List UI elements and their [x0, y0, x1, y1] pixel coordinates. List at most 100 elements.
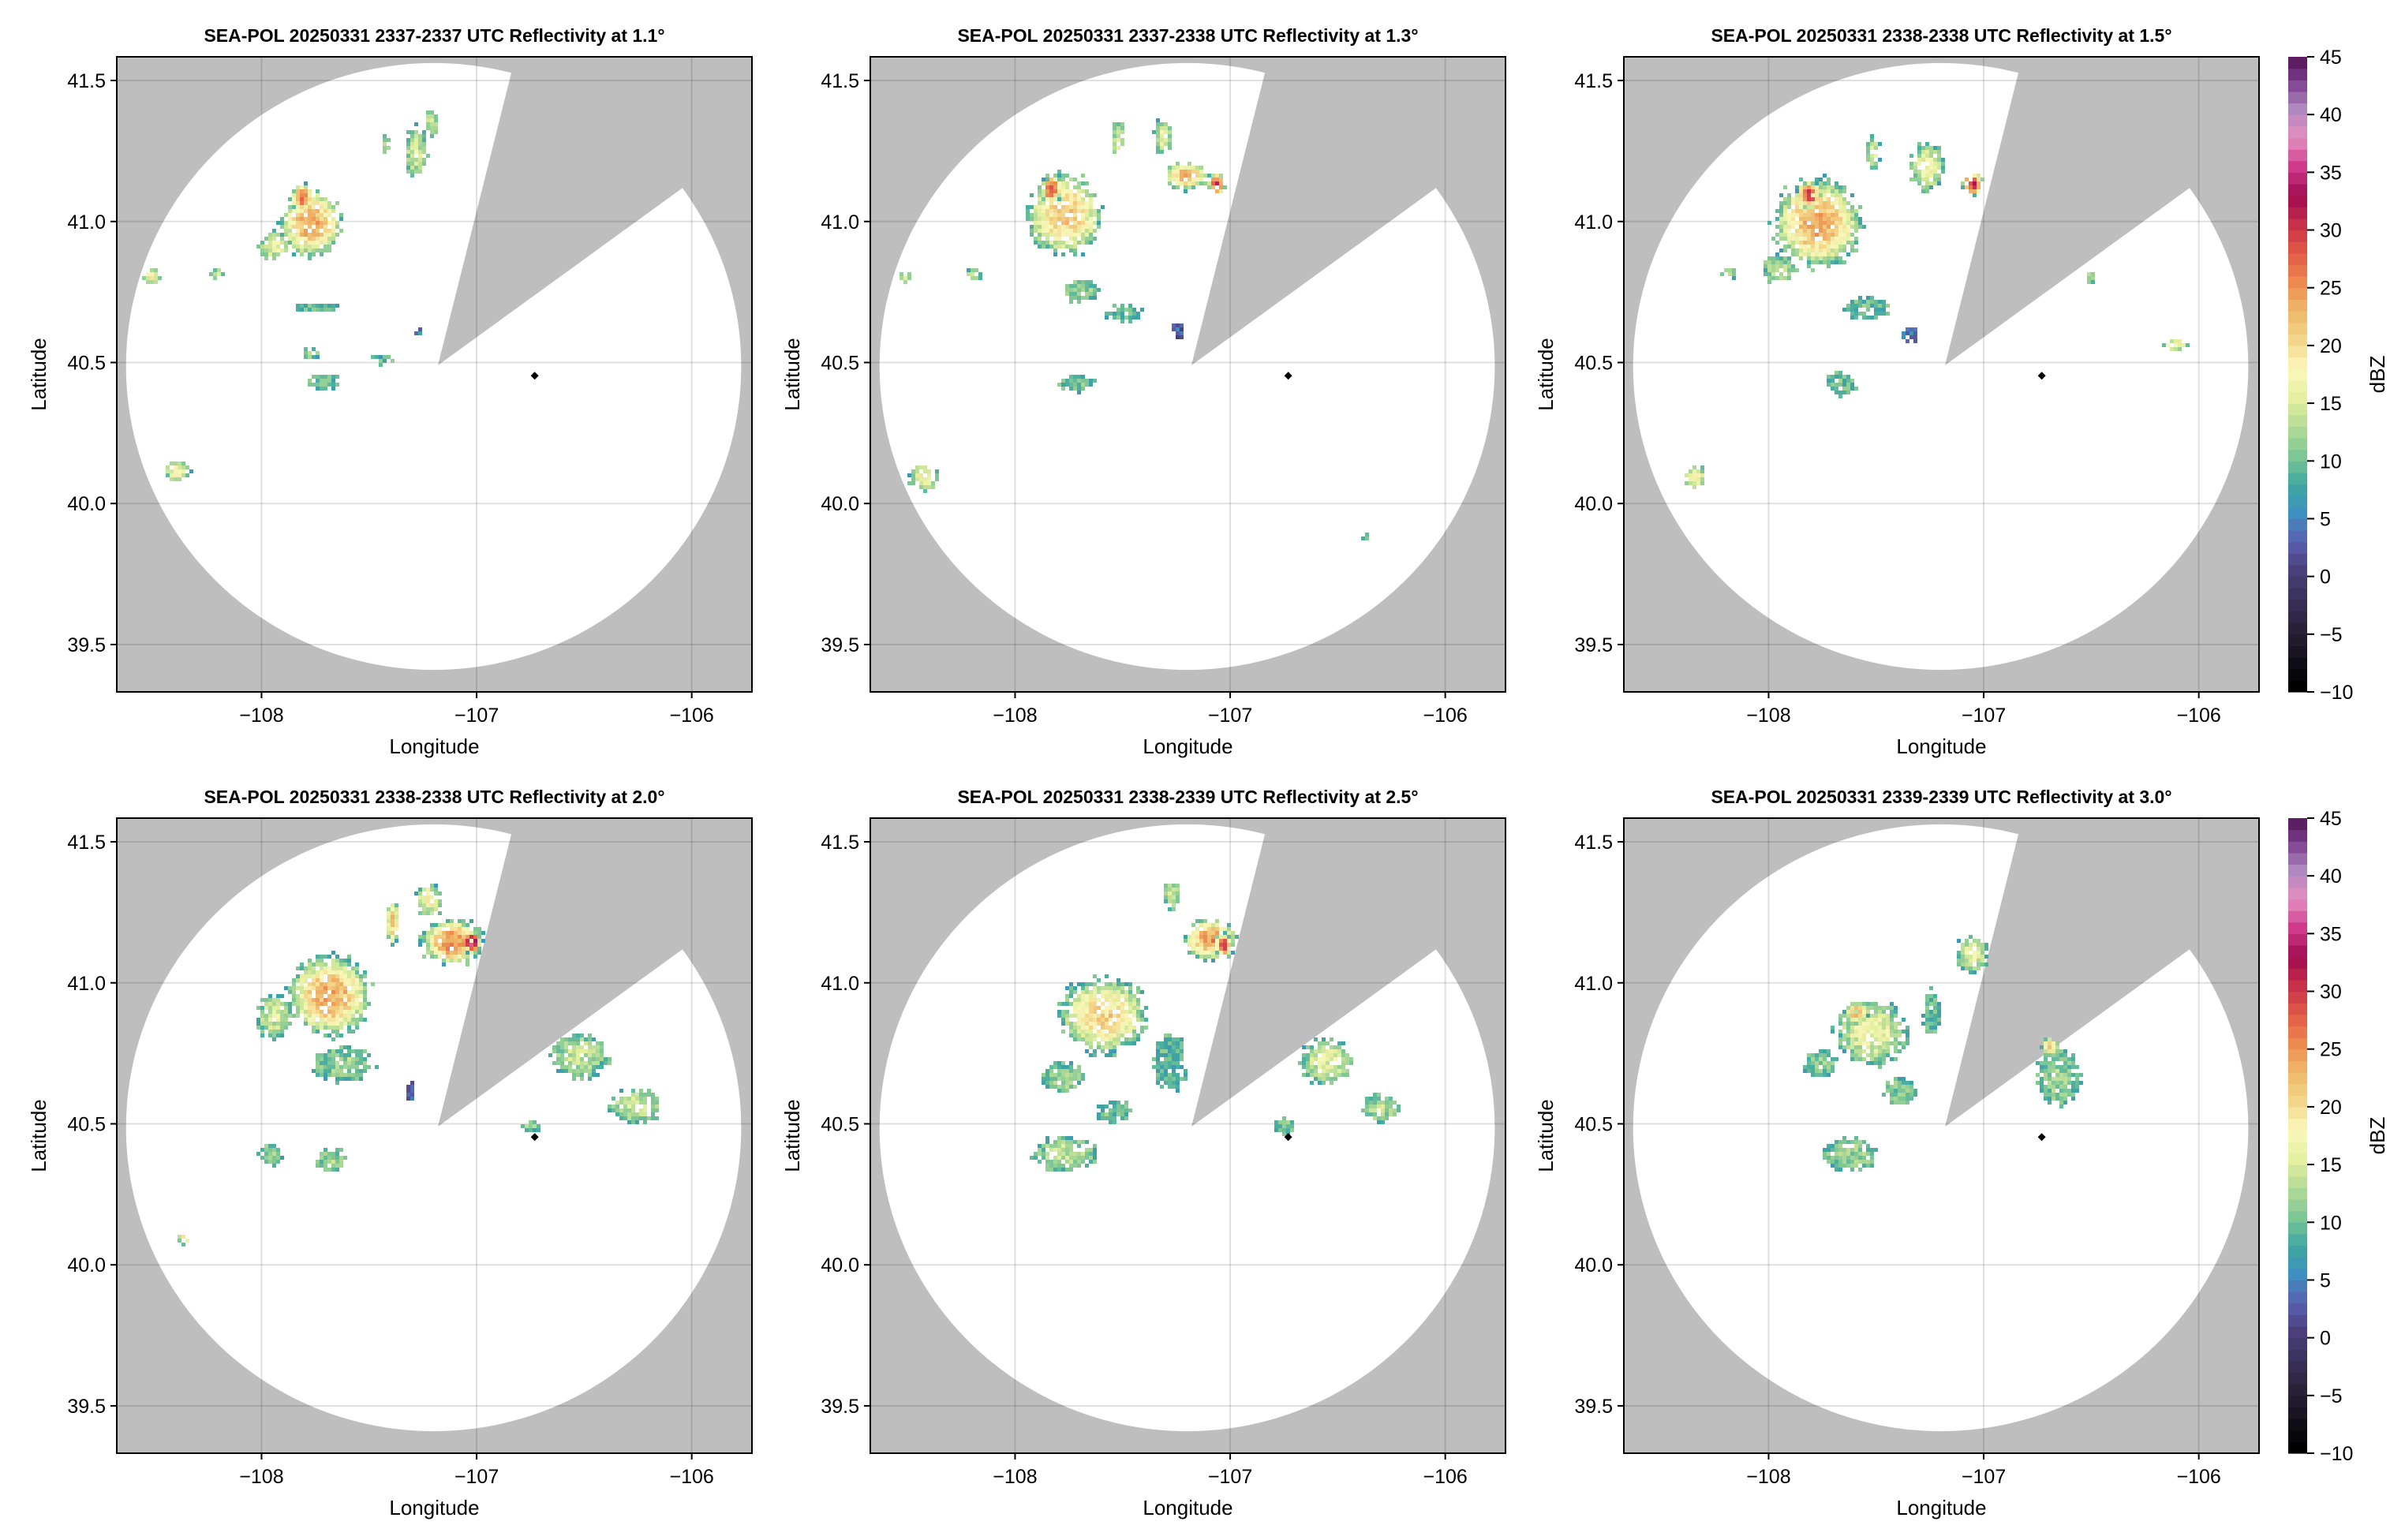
- echo-pixel: [1902, 1089, 1906, 1093]
- echo-pixel: [2044, 1077, 2048, 1081]
- echo-pixel: [339, 1034, 343, 1037]
- echo-pixel: [639, 1108, 643, 1112]
- echo-cell: [2036, 1045, 2083, 1108]
- echo-pixel: [1120, 142, 1124, 146]
- echo-pixel: [1164, 888, 1168, 891]
- echo-pixel: [1124, 1018, 1128, 1022]
- echo-pixel: [339, 1006, 343, 1010]
- echo-pixel: [1850, 1156, 1854, 1160]
- echo-pixel: [1846, 1014, 1850, 1018]
- echo-pixel: [1854, 387, 1858, 391]
- echo-pixel: [1874, 1018, 1878, 1022]
- echo-pixel: [1093, 1152, 1097, 1156]
- echo-cell: [1921, 986, 1941, 1034]
- echo-pixel: [296, 229, 300, 233]
- echo-pixel: [1980, 955, 1984, 959]
- echo-pixel: [1854, 1006, 1858, 1010]
- echo-pixel: [1081, 1002, 1085, 1006]
- echo-pixel: [2063, 1073, 2067, 1077]
- echo-pixel: [1195, 951, 1199, 955]
- echo-pixel: [1069, 986, 1073, 990]
- echo-pixel: [1866, 1014, 1870, 1018]
- echo-pixel: [1057, 1073, 1061, 1077]
- echo-pixel: [1811, 229, 1815, 233]
- echo-pixel: [339, 966, 343, 970]
- echo-pixel: [363, 994, 367, 998]
- echo-pixel: [1191, 951, 1195, 955]
- echo-pixel: [316, 221, 320, 225]
- echo-pixel: [1120, 1041, 1124, 1045]
- echo-pixel: [1101, 1018, 1105, 1022]
- echo-pixel: [1077, 998, 1081, 1002]
- echo-pixel: [1065, 229, 1069, 233]
- echo-pixel: [1211, 955, 1215, 959]
- echo-pixel: [1089, 213, 1093, 217]
- echo-pixel: [1038, 245, 1042, 249]
- echo-pixel: [1073, 387, 1077, 391]
- echo-pixel: [1827, 1156, 1831, 1160]
- echo-pixel: [422, 903, 426, 907]
- echo-pixel: [1097, 1014, 1101, 1018]
- echo-pixel: [174, 465, 178, 469]
- echo-pixel: [1124, 1101, 1128, 1105]
- echo-pixel: [1042, 213, 1045, 217]
- echo-pixel: [1811, 252, 1815, 256]
- echo-pixel: [1042, 1148, 1045, 1152]
- echo-pixel: [1061, 1152, 1065, 1156]
- colorbar-bin: [2288, 622, 2307, 635]
- echo-pixel: [1977, 951, 1980, 955]
- echo-pixel: [1085, 1037, 1089, 1041]
- echo-pixel: [316, 1030, 320, 1034]
- echo-pixel: [1168, 888, 1172, 891]
- echo-pixel: [1381, 1108, 1385, 1112]
- echo-pixel: [395, 911, 398, 915]
- colorbar-bin: [2288, 1337, 2307, 1350]
- echo-pixel: [1188, 162, 1191, 166]
- colorbar-bin: [2288, 887, 2307, 900]
- colorbar-bin: [2288, 334, 2307, 346]
- echo-pixel: [1215, 955, 1219, 959]
- echo-pixel: [1842, 308, 1846, 312]
- echo-pixel: [320, 249, 324, 252]
- echo-pixel: [568, 1065, 572, 1069]
- echo-pixel: [327, 1018, 331, 1022]
- echo-pixel: [1957, 962, 1961, 966]
- echo-pixel: [1341, 1041, 1345, 1045]
- echo-pixel: [623, 1097, 627, 1101]
- echo-pixel: [1038, 1144, 1042, 1148]
- echo-pixel: [1827, 260, 1831, 264]
- echo-pixel: [1803, 217, 1807, 221]
- echo-pixel: [320, 1069, 324, 1073]
- echo-pixel: [1180, 1065, 1184, 1069]
- echo-pixel: [560, 1041, 564, 1045]
- echo-pixel: [1890, 1057, 1894, 1061]
- echo-pixel: [1921, 154, 1925, 158]
- echo-pixel: [1120, 320, 1124, 323]
- colorbar-bin: [2288, 299, 2307, 312]
- echo-pixel: [907, 481, 911, 485]
- echo-pixel: [1819, 229, 1823, 233]
- echo-pixel: [1089, 1152, 1093, 1156]
- echo-pixel: [1042, 245, 1045, 249]
- echo-pixel: [615, 1101, 619, 1105]
- echo-pixel: [1109, 1120, 1113, 1124]
- echo-pixel: [438, 935, 442, 939]
- echo-pixel: [355, 1002, 359, 1006]
- echo-pixel: [1933, 1006, 1937, 1010]
- echo-pixel: [1827, 1049, 1831, 1053]
- echo-pixel: [1310, 1049, 1314, 1053]
- echo-pixel: [1077, 229, 1081, 233]
- echo-pixel: [324, 1065, 327, 1069]
- echo-pixel: [1977, 947, 1980, 951]
- echo-pixel: [1195, 170, 1199, 174]
- echo-pixel: [1850, 1034, 1854, 1037]
- echo-pixel: [1057, 225, 1061, 229]
- echo-pixel: [651, 1097, 655, 1101]
- echo-pixel: [1191, 931, 1195, 935]
- echo-pixel: [1085, 233, 1089, 237]
- echo-pixel: [477, 951, 481, 955]
- echo-pixel: [343, 978, 347, 982]
- echo-pixel: [1866, 154, 1870, 158]
- echo-pixel: [1180, 1041, 1184, 1045]
- echo-pixel: [300, 221, 304, 225]
